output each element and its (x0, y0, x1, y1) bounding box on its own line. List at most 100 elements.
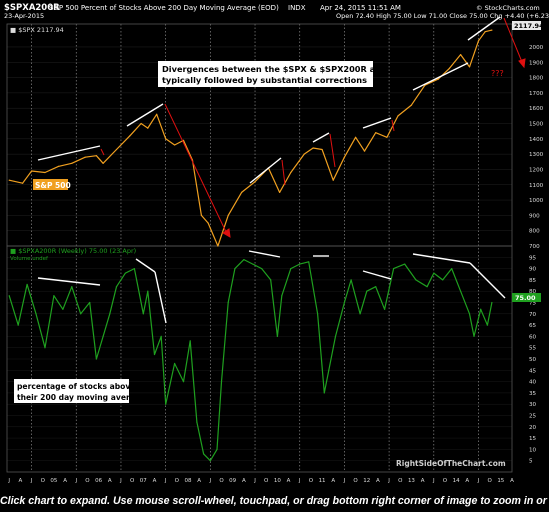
x-tick-label: 10 (274, 478, 281, 484)
y-tick-label: 35 (529, 391, 537, 397)
trendline (135, 258, 156, 273)
data-point (468, 66, 471, 68)
x-tick-label: O (85, 478, 90, 484)
data-point (71, 286, 73, 288)
y-tick-label: 10 (529, 447, 537, 453)
y-tick-label: 50 (529, 357, 537, 363)
data-point (491, 301, 493, 304)
data-point (153, 353, 156, 356)
volume-label: Volume undef (10, 256, 49, 262)
x-tick-label: O (487, 478, 492, 484)
data-point (160, 335, 162, 337)
data-point (281, 295, 283, 297)
y-tick-label: 65 (529, 323, 537, 329)
data-point (147, 290, 149, 292)
data-point (95, 358, 97, 360)
x-tick-label: J (164, 478, 167, 484)
x-tick-label: O (309, 478, 314, 484)
upper-trendlines (37, 16, 501, 184)
data-point (89, 301, 91, 304)
y-tick-label: 15 (529, 436, 537, 442)
data-point (308, 261, 310, 263)
data-point (366, 290, 368, 292)
data-point (234, 268, 236, 270)
data-point (468, 313, 471, 315)
y-tick-label: 25 (529, 414, 537, 420)
y-tick-label: 900 (529, 213, 540, 219)
data-point (44, 347, 46, 349)
data-point (80, 313, 82, 315)
x-axis: J A J O 05 A J O 06 A J O 07 A J O 08 A J O 09 A J O 10 A J O 11 A J O 1… (7, 478, 514, 484)
lower-y-axis: 5 10 15 20 25 30 35 40 45 50 55 60 65 70 75 80 85 90 95 (529, 255, 537, 464)
quote-date: 23-Apr-2015 (4, 12, 44, 20)
spxa200r-last-value: 75.00 (515, 294, 536, 302)
data-point (299, 263, 301, 265)
x-tick-label: J (7, 478, 10, 484)
stock-chart[interactable]: $SPXA200R S&P 500 Percent of Stocks Abov… (0, 0, 549, 490)
data-point (486, 324, 489, 326)
data-point (147, 127, 149, 129)
lower-panel-frame (6, 245, 513, 473)
data-point (109, 313, 111, 315)
data-point (437, 78, 439, 80)
data-point (433, 272, 435, 274)
data-point (102, 335, 104, 337)
x-tick-label: A (108, 478, 112, 484)
data-point (115, 148, 118, 151)
x-tick-label: A (331, 478, 335, 484)
data-point (350, 279, 352, 281)
x-tick-label: 13 (408, 478, 415, 484)
watermark: RightSideOfTheChart.com (396, 459, 506, 468)
data-point (276, 335, 278, 337)
data-point (375, 132, 377, 134)
x-tick-label: 08 (184, 478, 191, 484)
data-point (207, 222, 209, 224)
x-tick-label: 14 (453, 478, 460, 484)
trendline (37, 277, 101, 286)
data-point (26, 283, 28, 286)
data-point (323, 392, 325, 394)
y-tick-label: 1900 (529, 60, 544, 66)
upper-legend: ■ $SPX 2117.94 (10, 26, 64, 34)
data-point (133, 268, 135, 270)
y-tick-label: 40 (529, 380, 537, 386)
data-point (189, 340, 191, 342)
data-point (17, 324, 19, 326)
trendline (412, 253, 471, 264)
y-tick-label: 1200 (529, 167, 544, 173)
data-point (363, 150, 366, 152)
x-tick-label: A (19, 478, 23, 484)
y-tick-label: 2000 (529, 45, 544, 51)
percentage-note-box (14, 379, 129, 403)
data-point (279, 191, 281, 194)
correction-arrow (100, 148, 105, 156)
x-tick-label: O (443, 478, 448, 484)
y-tick-label: 1800 (529, 76, 544, 82)
data-point (303, 153, 305, 155)
data-point (129, 135, 131, 137)
data-point (343, 301, 346, 304)
data-point (209, 460, 211, 462)
data-point (397, 115, 399, 117)
y-tick-label: 1700 (529, 91, 544, 97)
data-point (142, 313, 144, 315)
stockcharts-credit: © StockCharts.com (476, 4, 540, 12)
x-tick-label: J (343, 478, 346, 484)
percentage-note-line1: percentage of stocks above (17, 382, 136, 391)
x-tick-label: 12 (363, 478, 370, 484)
market-label: INDX (288, 4, 306, 12)
y-tick-label: 90 (529, 267, 537, 273)
quote-values: Open 72.40 High 75.00 Low 71.00 Close 75… (336, 12, 549, 20)
data-point (84, 156, 86, 158)
data-point (442, 279, 444, 281)
x-tick-label: J (387, 478, 390, 484)
x-tick-label: J (119, 478, 122, 484)
data-point (343, 156, 346, 158)
y-tick-label: 20 (529, 425, 537, 431)
x-tick-label: J (432, 478, 435, 484)
symbol-label: $SPXA200R (4, 3, 60, 13)
data-point (182, 139, 185, 141)
spxa200r-series (8, 258, 493, 462)
data-point (227, 301, 229, 304)
data-point (312, 147, 314, 149)
